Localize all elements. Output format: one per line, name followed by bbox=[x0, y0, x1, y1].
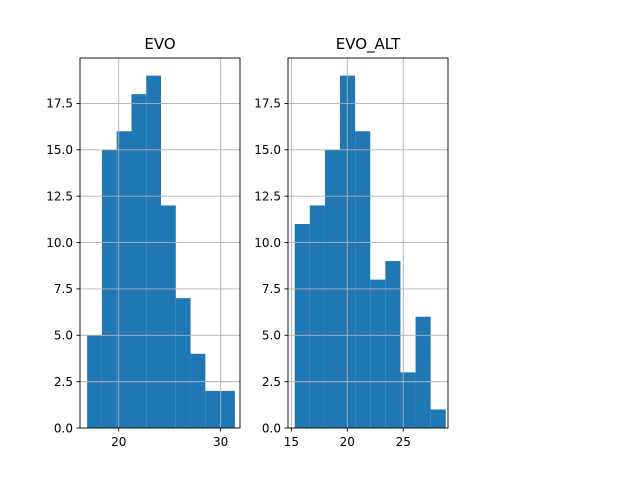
chart-1-bar-1 bbox=[309, 205, 325, 428]
chart-0-y-tick-label-4: 10.0 bbox=[46, 236, 73, 250]
chart-0-bar-7 bbox=[190, 353, 206, 428]
chart-1-y-tick-label-5: 12.5 bbox=[254, 189, 281, 203]
chart-0-y-tick-label-3: 7.5 bbox=[54, 282, 73, 296]
chart-1-y-tick-label-7: 17.5 bbox=[254, 97, 281, 111]
chart-0-bar-8 bbox=[205, 390, 221, 428]
chart-0-y-tick-label-1: 2.5 bbox=[54, 375, 73, 389]
chart-1-y-tick-label-1: 2.5 bbox=[262, 375, 281, 389]
chart-1-bar-6 bbox=[385, 261, 401, 428]
chart-0-y-tick-label-5: 12.5 bbox=[46, 189, 73, 203]
chart-1-x-tick-label-1: 20 bbox=[340, 435, 355, 449]
chart-1-x-tick-label-0: 15 bbox=[284, 435, 299, 449]
chart-1-bar-4 bbox=[355, 131, 371, 428]
chart-1-bar-5 bbox=[370, 279, 386, 428]
chart-0-x-tick-label-1: 30 bbox=[213, 435, 228, 449]
chart-0-title: EVO bbox=[144, 35, 175, 53]
chart-1-bar-8 bbox=[415, 316, 431, 428]
chart-1-x-tick-label-2: 25 bbox=[396, 435, 411, 449]
chart-0-bar-4 bbox=[146, 75, 162, 428]
chart-0-y-tick-label-7: 17.5 bbox=[46, 97, 73, 111]
chart-0-bar-6 bbox=[175, 298, 191, 428]
chart-1-y-tick-label-4: 10.0 bbox=[254, 236, 281, 250]
chart-1-y-tick-label-0: 0.0 bbox=[262, 421, 281, 435]
chart-0-y-tick-label-6: 15.0 bbox=[46, 143, 73, 157]
chart-0-y-tick-label-0: 0.0 bbox=[54, 421, 73, 435]
chart-1-bar-9 bbox=[430, 409, 446, 428]
chart-1-y-tick-label-6: 15.0 bbox=[254, 143, 281, 157]
chart-1-y-tick-label-2: 5.0 bbox=[262, 329, 281, 343]
chart-0-y-tick-label-2: 5.0 bbox=[54, 329, 73, 343]
chart-1-y-tick-label-3: 7.5 bbox=[262, 282, 281, 296]
chart-0-bar-2 bbox=[116, 131, 132, 428]
chart-1-bar-7 bbox=[400, 372, 416, 428]
chart-0-axes-frame bbox=[79, 57, 241, 429]
chart-0-bar-3 bbox=[131, 94, 147, 429]
chart-1-title: EVO_ALT bbox=[336, 35, 401, 54]
chart-0-bar-9 bbox=[220, 390, 235, 428]
chart-0-x-tick-label-0: 20 bbox=[111, 435, 126, 449]
chart-1-axes-frame bbox=[287, 57, 449, 429]
chart-1-bar-0 bbox=[294, 223, 310, 428]
chart-0-bar-5 bbox=[161, 205, 176, 428]
